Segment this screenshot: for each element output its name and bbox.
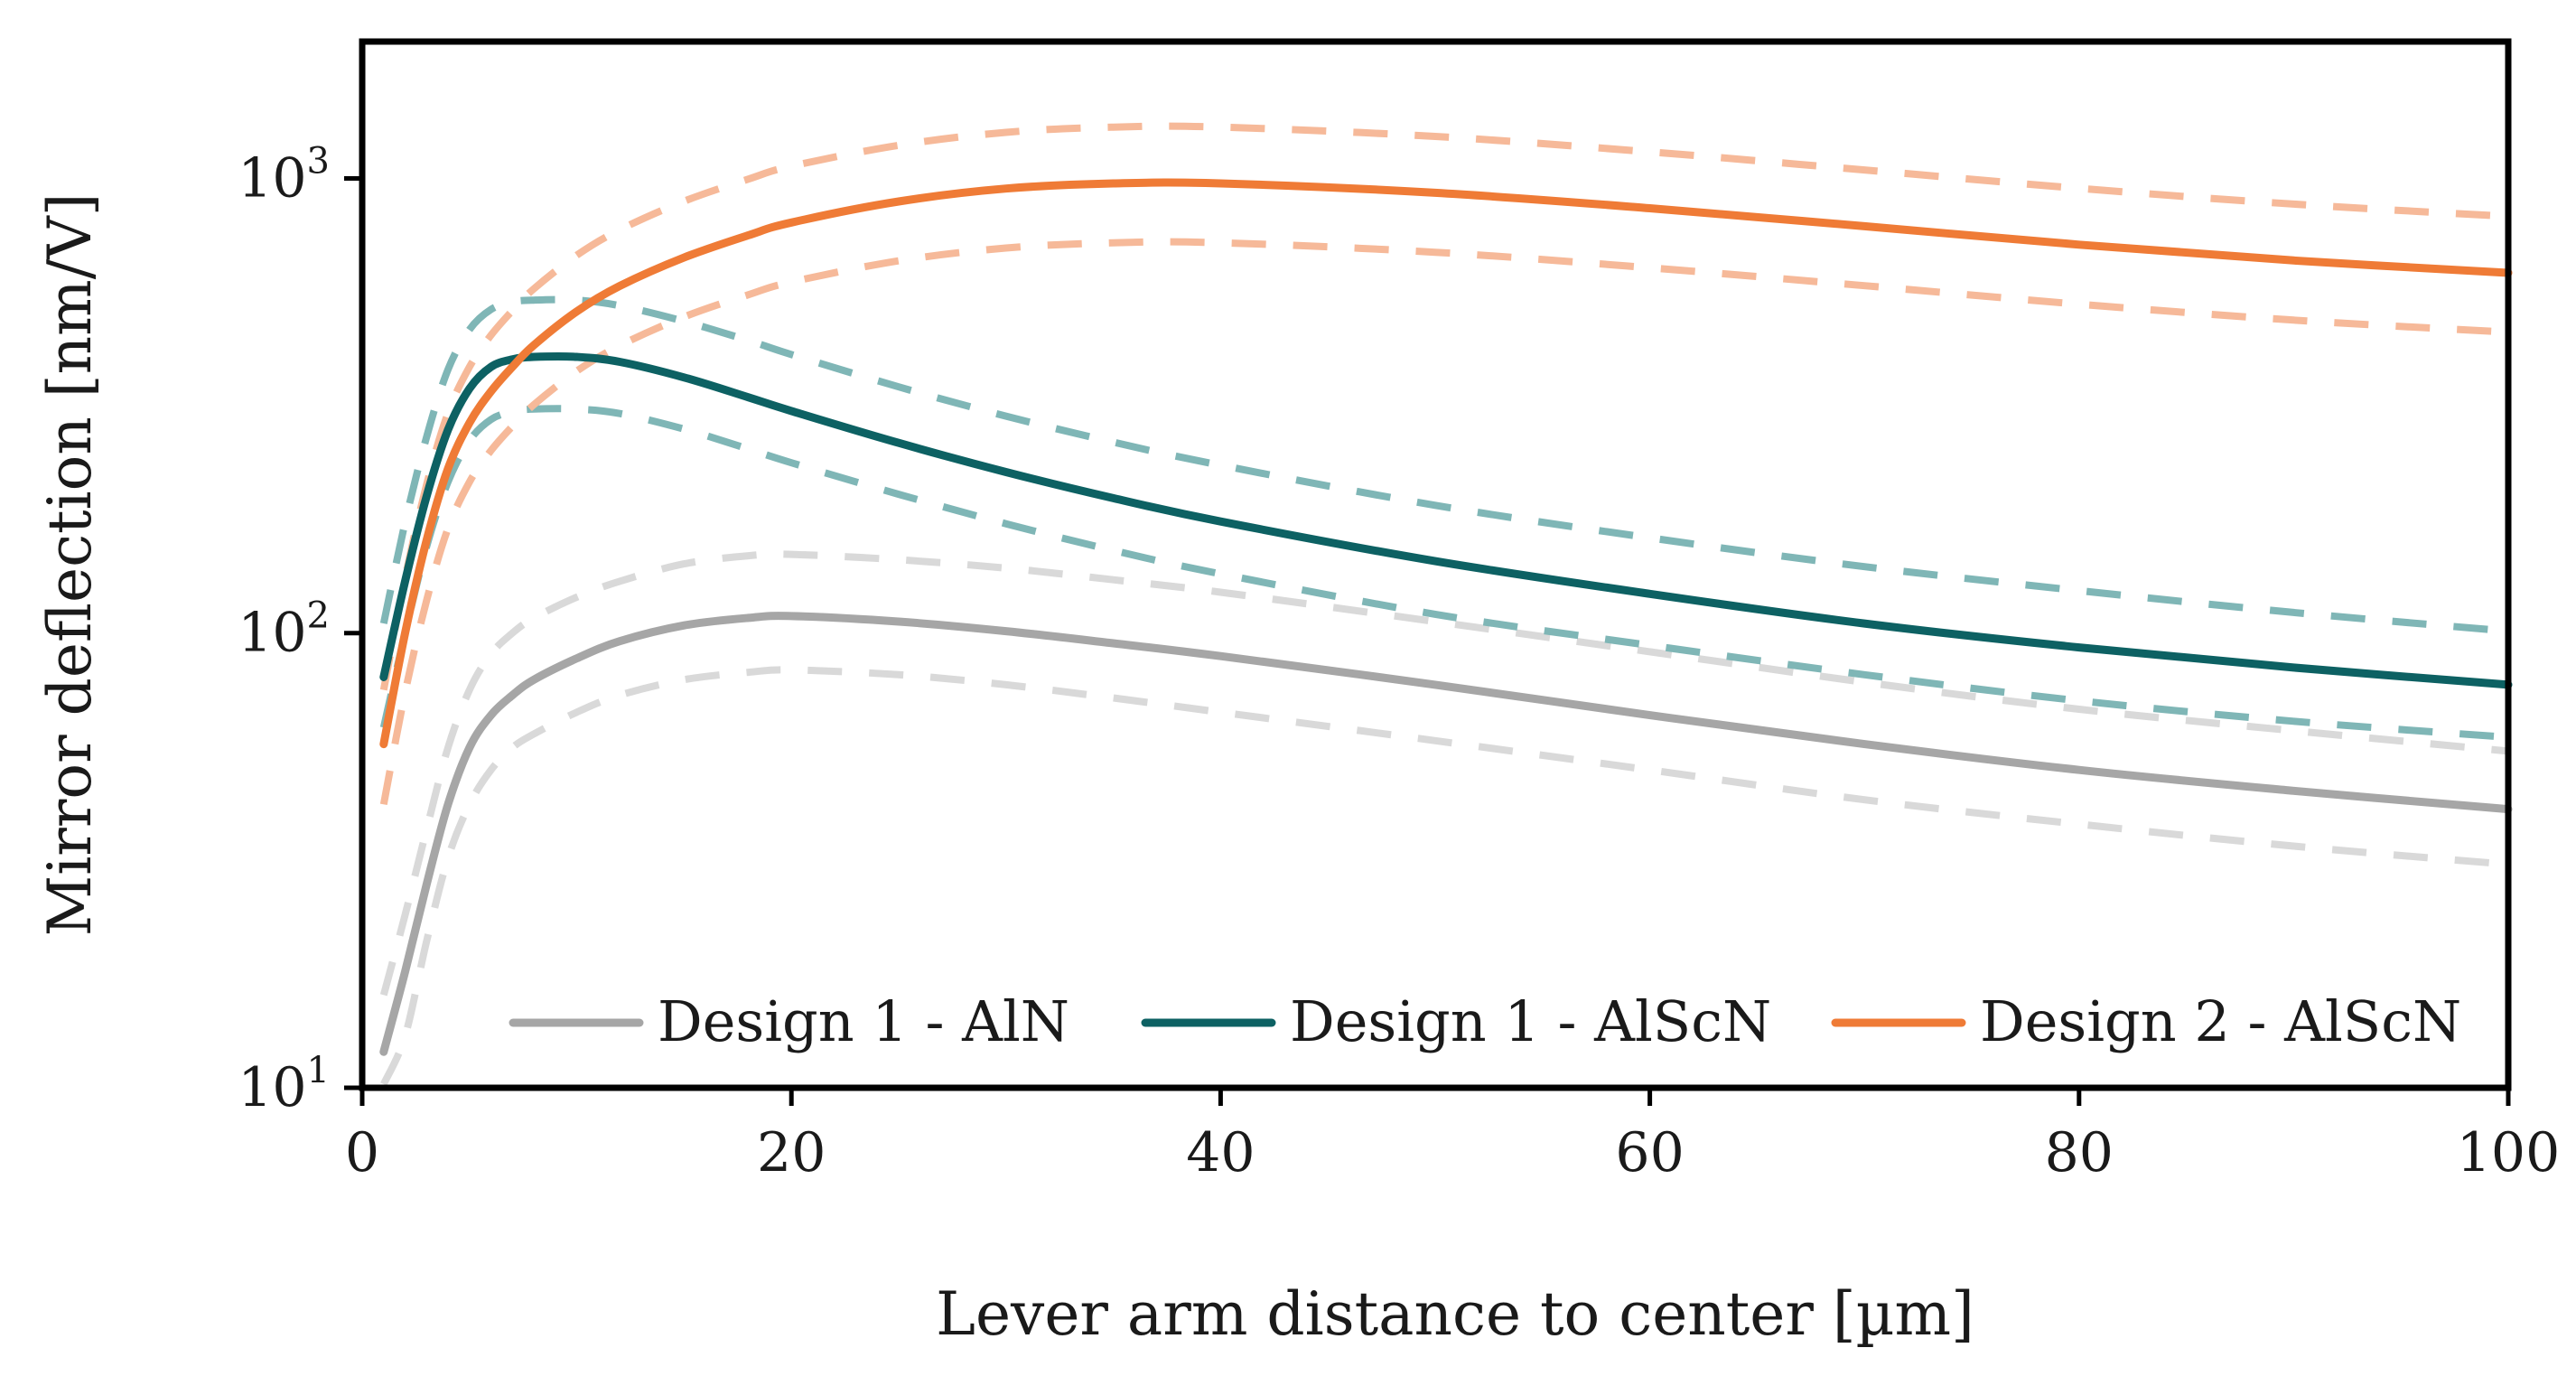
y-axis-ticks: 101 102 103 — [238, 140, 362, 1119]
x-tick-label: 20 — [757, 1121, 826, 1184]
legend-label: Design 1 - AlN — [658, 988, 1069, 1054]
y-axis-title: Mirror deflection [nm/V] — [35, 193, 105, 937]
series-upper-bound-design-1-alscn — [379, 295, 2509, 635]
x-tick-label: 80 — [2045, 1121, 2114, 1184]
legend-label: Design 2 - AlScN — [1980, 988, 2461, 1054]
series-line-design-1-alscn — [379, 351, 2513, 689]
x-axis-title: Lever arm distance to center [µm] — [936, 1279, 1974, 1349]
confidence-bands — [379, 122, 2509, 1086]
series-lines — [379, 178, 2513, 1056]
series-upper-bound-design-2-alscn — [379, 122, 2509, 691]
y-tick-label: 101 — [238, 1050, 330, 1119]
series-lower-bound-design-2-alscn — [379, 238, 2509, 806]
plot-area-frame — [359, 38, 2512, 1091]
y-tick-label: 102 — [238, 595, 330, 665]
x-tick-label: 100 — [2457, 1121, 2561, 1184]
series-line-design-2-alscn — [379, 178, 2513, 749]
y-tick-label: 103 — [238, 140, 330, 210]
series-line-design-1-aln — [379, 612, 2513, 1056]
x-tick-label: 0 — [345, 1121, 379, 1184]
series-upper-bound-design-1-aln — [379, 550, 2509, 997]
legend: Design 1 - AlN Design 1 - AlScN Design 2 -… — [509, 988, 2461, 1054]
x-tick-label: 60 — [1615, 1121, 1684, 1184]
legend-label: Design 1 - AlScN — [1290, 988, 1771, 1054]
series-lower-bound-design-1-alscn — [379, 405, 2509, 742]
series-lower-bound-design-1-aln — [380, 666, 2509, 1086]
x-tick-label: 40 — [1186, 1121, 1255, 1184]
x-axis-ticks: 0 20 40 60 80 100 — [345, 1088, 2560, 1184]
